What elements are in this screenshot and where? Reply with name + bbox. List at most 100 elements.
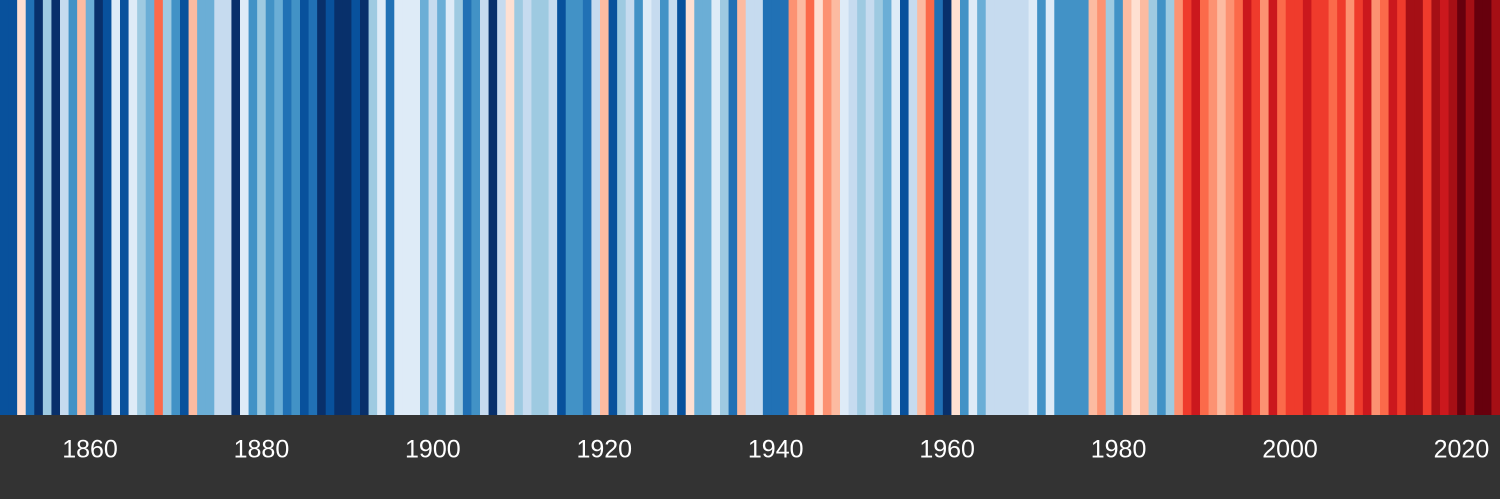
stripe	[1114, 0, 1124, 415]
stripe	[1431, 0, 1441, 415]
stripe	[600, 0, 610, 415]
stripe	[557, 0, 567, 415]
stripe	[420, 0, 430, 415]
stripe	[282, 0, 292, 415]
stripe	[1277, 0, 1287, 415]
stripe	[180, 0, 190, 415]
stripe	[188, 0, 198, 415]
stripe	[257, 0, 267, 415]
stripe	[754, 0, 764, 415]
stripe	[1457, 0, 1467, 415]
stripe	[25, 0, 35, 415]
stripe	[960, 0, 970, 415]
stripe	[840, 0, 850, 415]
stripe	[1397, 0, 1407, 415]
stripe	[1234, 0, 1244, 415]
stripe	[934, 0, 944, 415]
stripe	[351, 0, 361, 415]
stripe	[1182, 0, 1192, 415]
stripe	[660, 0, 670, 415]
stripe	[1311, 0, 1321, 415]
x-tick-label: 1940	[748, 436, 804, 464]
stripe	[94, 0, 104, 415]
stripe	[900, 0, 910, 415]
stripe	[480, 0, 490, 415]
stripe	[1080, 0, 1090, 415]
stripe	[240, 0, 250, 415]
stripe	[591, 0, 601, 415]
stripe	[1071, 0, 1081, 415]
stripe	[214, 0, 224, 415]
x-tick-label: 1920	[576, 436, 632, 464]
stripe	[51, 0, 61, 415]
stripe	[574, 0, 584, 415]
stripe	[908, 0, 918, 415]
x-tick-label: 1960	[919, 436, 975, 464]
stripe	[642, 0, 652, 415]
stripe	[1242, 0, 1252, 415]
stripe	[60, 0, 70, 415]
stripe	[522, 0, 532, 415]
stripe	[865, 0, 875, 415]
stripe	[1002, 0, 1012, 415]
stripe	[360, 0, 370, 415]
stripe	[308, 0, 318, 415]
stripe	[488, 0, 498, 415]
stripe	[1088, 0, 1098, 415]
stripe	[300, 0, 310, 415]
stripe	[222, 0, 232, 415]
stripe	[462, 0, 472, 415]
stripe	[1405, 0, 1415, 415]
stripe	[677, 0, 687, 415]
stripe	[231, 0, 241, 415]
stripe	[617, 0, 627, 415]
stripe	[1131, 0, 1141, 415]
stripe	[1037, 0, 1047, 415]
stripe	[728, 0, 738, 415]
stripe	[1097, 0, 1107, 415]
stripe	[317, 0, 327, 415]
stripe	[1380, 0, 1390, 415]
stripe	[737, 0, 747, 415]
stripe	[625, 0, 635, 415]
stripe	[377, 0, 387, 415]
stripe	[1200, 0, 1210, 415]
stripe	[805, 0, 815, 415]
axis-band	[0, 415, 1500, 499]
stripe	[985, 0, 995, 415]
stripe	[497, 0, 507, 415]
stripe	[77, 0, 87, 415]
stripe	[540, 0, 550, 415]
stripe	[1345, 0, 1355, 415]
stripe	[402, 0, 412, 415]
stripe	[651, 0, 661, 415]
stripe	[582, 0, 592, 415]
stripe	[780, 0, 790, 415]
stripe	[668, 0, 678, 415]
stripe	[1011, 0, 1021, 415]
stripe	[685, 0, 695, 415]
stripe	[1388, 0, 1398, 415]
stripe	[917, 0, 927, 415]
stripe	[994, 0, 1004, 415]
stripe	[1482, 0, 1492, 415]
stripe	[325, 0, 335, 415]
stripe	[857, 0, 867, 415]
stripe	[771, 0, 781, 415]
x-tick-label: 1980	[1091, 436, 1147, 464]
stripe	[788, 0, 798, 415]
stripe	[1157, 0, 1167, 415]
stripe	[274, 0, 284, 415]
stripe	[437, 0, 447, 415]
stripe	[1465, 0, 1475, 415]
stripe	[34, 0, 44, 415]
stripe	[1491, 0, 1500, 415]
stripe	[531, 0, 541, 415]
stripe	[445, 0, 455, 415]
stripe	[822, 0, 832, 415]
stripe	[154, 0, 164, 415]
stripe	[8, 0, 18, 415]
stripe	[1028, 0, 1038, 415]
stripe	[265, 0, 275, 415]
